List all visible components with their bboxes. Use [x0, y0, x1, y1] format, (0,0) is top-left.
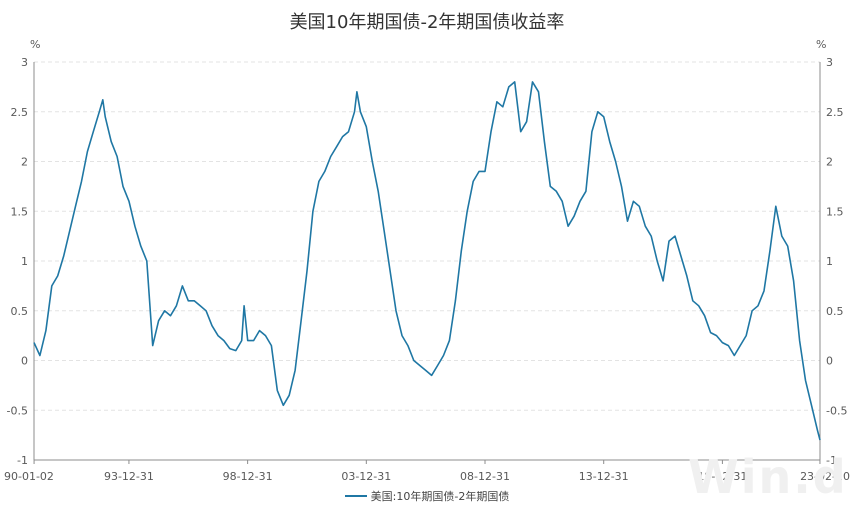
y-tick-right-8: 3	[826, 56, 833, 69]
x-tick-label-2: 98-12-31	[223, 470, 273, 483]
axes	[33, 62, 821, 461]
left-y-unit: %	[30, 38, 40, 51]
x-tick-label-4: 08-12-31	[460, 470, 510, 483]
y-tick-left-4: 1	[21, 255, 28, 268]
x-tick-label-5: 13-12-31	[579, 470, 629, 483]
legend-label: 美国:10年期国债-2年期国债	[370, 490, 510, 503]
y-tick-right-4: 1	[826, 255, 833, 268]
y-tick-left-0: -1	[17, 454, 28, 467]
watermark: Win.d	[688, 450, 848, 504]
y-tick-left-6: 2	[21, 156, 28, 169]
legend-swatch	[344, 495, 367, 497]
chart-title: 美国10年期国债-2年期国债收益率	[289, 12, 565, 33]
y-tick-right-5: 1.5	[826, 205, 844, 218]
x-tick-label-0: 90-01-02	[4, 470, 54, 483]
y-tick-right-1: -0.5	[826, 404, 847, 417]
y-tick-right-6: 2	[826, 156, 833, 169]
x-ticks: 90-01-02 93-12-31 98-12-31 03-12-31 08-12-31…	[4, 460, 850, 483]
series-layer	[33, 81, 821, 441]
y-tick-left-2: 0	[21, 355, 28, 368]
y-tick-left-7: 2.5	[11, 106, 29, 119]
y-tick-right-2: 0	[826, 355, 833, 368]
y-tick-right-0: -1	[826, 454, 837, 467]
right-y-unit: %	[816, 38, 826, 51]
series-line-0	[33, 81, 821, 441]
y-tick-right-3: 0.5	[826, 305, 844, 318]
x-tick-label-3: 03-12-31	[341, 470, 391, 483]
legend[interactable]: 美国:10年期国债-2年期国债	[0, 488, 854, 504]
y-tick-right-7: 2.5	[826, 106, 844, 119]
x-tick-label-6: 18-12-31	[697, 470, 747, 483]
y-tick-left-8: 3	[21, 56, 28, 69]
y-tick-left-3: 0.5	[11, 305, 29, 318]
y-ticks: -1 -1 -0.5 -0.5 0 0 0.5 0.5 1 1 1.5 1.5 2 2 2.5 2.5 3 3	[7, 56, 848, 467]
x-tick-label-7: 23-02-10	[800, 470, 850, 483]
x-tick-label-1: 93-12-31	[104, 470, 154, 483]
y-tick-left-1: -0.5	[7, 404, 28, 417]
gridlines	[34, 61, 820, 411]
y-tick-left-5: 1.5	[11, 205, 29, 218]
